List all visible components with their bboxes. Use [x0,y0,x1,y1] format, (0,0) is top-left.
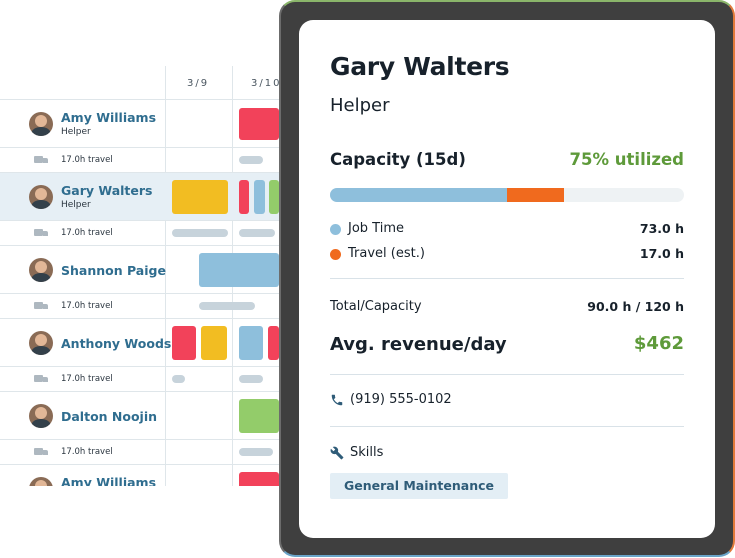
schedule-grid: 3/9 3/10 Amy Williams Helper 17.0h trave… [0,66,300,486]
schedule-row[interactable]: Anthony Woods [0,319,300,367]
avatar [29,331,53,355]
avatar [29,477,53,486]
wrench-icon [330,446,344,460]
job-block[interactable] [269,180,279,214]
job-block[interactable] [201,326,227,360]
technician-detail-card: Gary Walters Helper Capacity (15d) 75% u… [299,20,715,538]
travel-row: 17.0h travel [0,148,300,173]
technician-name-title: Gary Walters [330,52,510,81]
avatar [29,404,53,428]
legend-travel: Travel (est.) 17.0 h [330,246,684,262]
date-header: 3/9 3/10 [0,66,300,100]
travel-pill [239,375,263,383]
legend-value: 73.0 h [639,221,684,236]
travel-hours: 17.0h travel [61,447,113,457]
job-block[interactable] [239,326,263,360]
schedule-row[interactable]: Dalton Noojin [0,392,300,440]
avg-revenue-value: $462 [633,333,684,354]
total-capacity-label: Total/Capacity [330,299,422,314]
technician-name[interactable]: Amy Williams [61,110,157,125]
legend-dot [330,224,341,235]
job-block[interactable] [254,180,265,214]
travel-hours: 17.0h travel [61,155,113,165]
technician-role-title: Helper [330,95,390,116]
schedule-row[interactable]: Amy Williams Helper [0,100,300,148]
date-label: 3/9 [187,78,210,89]
travel-row: 17.0h travel [0,221,300,246]
avatar [29,185,53,209]
technician-role: Helper [61,200,91,210]
skill-tag: General Maintenance [330,473,508,499]
travel-hours: 17.0h travel [61,228,113,238]
travel-row: 17.0h travel [0,440,300,465]
legend-dot [330,249,341,260]
schedule-row[interactable]: Shannon Paige [0,246,300,294]
travel-row: 17.0h travel [0,367,300,392]
truck-icon [34,375,48,383]
job-block[interactable] [239,472,279,486]
truck-icon [34,229,48,237]
divider [330,374,684,375]
legend-job-time: Job Time 73.0 h [330,221,684,237]
travel-pill [239,156,263,164]
capacity-bar-job-segment [330,188,507,202]
job-block[interactable] [239,180,249,214]
job-block[interactable] [239,108,279,140]
truck-icon [34,448,48,456]
technician-name[interactable]: Amy Williams [61,475,157,486]
utilization-value: 75% utilized [569,150,684,169]
travel-row: 17.0h travel [0,294,300,319]
technician-name[interactable]: Shannon Paige [61,263,166,278]
job-block[interactable] [268,326,279,360]
skills-label: Skills [350,445,384,460]
schedule-row[interactable]: Amy Williams [0,465,300,486]
legend-label: Travel (est.) [348,246,425,261]
capacity-title: Capacity (15d) [330,150,466,169]
truck-icon [34,156,48,164]
technician-name[interactable]: Anthony Woods [61,336,172,351]
truck-icon [34,302,48,310]
capacity-bar-travel-segment [507,188,564,202]
avg-revenue-label: Avg. revenue/day [330,334,507,355]
travel-pill [199,302,255,310]
technician-name[interactable]: Gary Walters [61,183,153,198]
schedule-row-selected[interactable]: Gary Walters Helper [0,173,300,221]
job-block[interactable] [239,399,279,433]
travel-pill [239,448,273,456]
column-divider [165,66,166,486]
travel-pill [172,229,228,237]
job-block[interactable] [172,180,228,214]
capacity-bar [330,188,684,202]
travel-hours: 17.0h travel [61,374,113,384]
travel-pill [239,229,275,237]
avatar [29,258,53,282]
technician-name[interactable]: Dalton Noojin [61,409,158,424]
technician-role: Helper [61,127,91,137]
phone-icon [331,394,343,406]
job-block[interactable] [172,326,196,360]
phone-number[interactable]: (919) 555-0102 [350,392,452,407]
travel-pill [172,375,185,383]
job-block[interactable] [199,253,279,287]
divider [330,426,684,427]
total-capacity-value: 90.0 h / 120 h [587,299,684,314]
legend-label: Job Time [348,221,404,236]
legend-value: 17.0 h [639,246,684,261]
divider [330,278,684,279]
avatar [29,112,53,136]
date-label: 3/10 [251,78,282,89]
travel-hours: 17.0h travel [61,301,113,311]
